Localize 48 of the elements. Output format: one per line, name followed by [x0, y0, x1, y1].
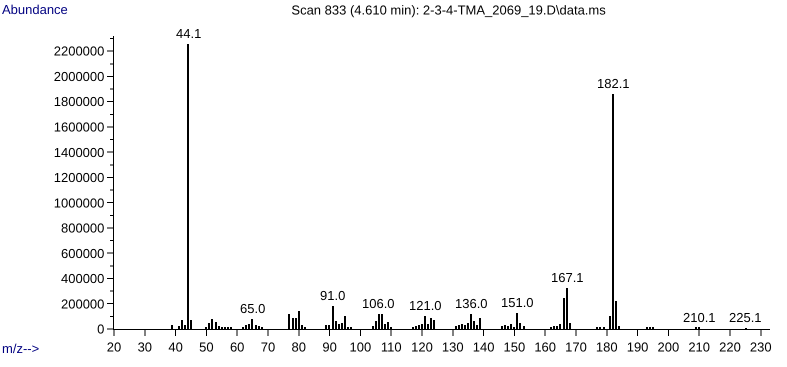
annotation: 225.1 [729, 310, 762, 325]
annotation: 44.1 [176, 26, 202, 41]
x-tick-label: 200 [658, 340, 680, 355]
x-tick-label: 120 [411, 340, 433, 355]
chart-title: Scan 833 (4.610 min): 2-3-4-TMA_2069_19.D\data.ms [291, 2, 606, 18]
y-tick-label: 1000000 [54, 195, 104, 210]
x-tick-label: 30 [138, 340, 152, 355]
x-tick-label: 140 [472, 340, 494, 355]
x-tick-label: 110 [380, 340, 402, 355]
x-tick-label: 170 [565, 340, 587, 355]
annotation: 106.0 [362, 296, 395, 311]
x-tick-label: 70 [260, 340, 276, 355]
x-tick-label: 160 [534, 340, 556, 355]
annotation: 91.0 [320, 288, 346, 303]
y-axis-title: Abundance [2, 2, 68, 17]
x-tick-label: 180 [596, 340, 618, 355]
x-tick-label: 190 [626, 340, 648, 355]
y-tick-label: 1600000 [54, 119, 104, 134]
x-tick-label: 60 [230, 340, 244, 355]
x-tick-label: 210 [688, 340, 710, 355]
y-tick-label: 400000 [61, 271, 104, 286]
annotation: 121.0 [409, 298, 442, 313]
x-tick-label: 100 [350, 340, 372, 355]
y-tick-label: 2000000 [54, 68, 104, 84]
y-tick-label: 200000 [61, 296, 104, 312]
x-tick-label: 90 [322, 340, 337, 355]
y-tick-label: 1400000 [54, 144, 104, 160]
x-tick-label: 80 [292, 340, 306, 355]
annotation: 136.0 [455, 296, 488, 311]
x-tick-label: 40 [168, 340, 183, 355]
y-tick-label: 800000 [61, 220, 104, 236]
annotation: 65.0 [240, 301, 266, 316]
x-tick-label: 50 [199, 340, 214, 355]
annotation: 167.1 [551, 270, 584, 285]
x-tick-label: 20 [106, 340, 122, 355]
y-tick-label: 1800000 [54, 94, 104, 110]
x-tick-label: 130 [442, 340, 464, 355]
x-tick-label: 230 [750, 340, 772, 355]
annotation: 182.1 [597, 76, 630, 91]
y-tick-label: 0 [97, 322, 104, 337]
x-tick-label: 220 [719, 340, 741, 355]
y-tick-label: 600000 [61, 246, 104, 261]
x-tick-label: 150 [504, 340, 526, 355]
y-tick-label: 2200000 [54, 44, 104, 59]
y-tick-label: 1200000 [54, 170, 104, 185]
x-axis-title: m/z--> [2, 341, 40, 356]
annotation: 151.0 [501, 295, 534, 310]
annotation: 210.1 [683, 310, 716, 325]
